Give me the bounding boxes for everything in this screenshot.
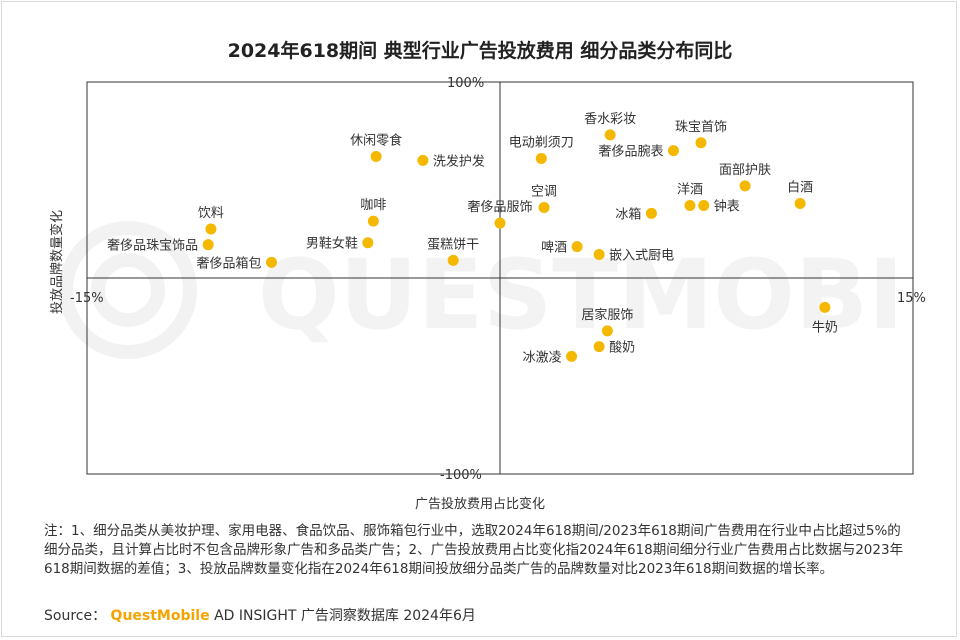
data-point <box>593 341 605 353</box>
data-point-label: 休闲零食 <box>350 132 402 148</box>
data-point <box>447 254 459 266</box>
data-point <box>566 350 578 362</box>
footnote: 注：1、细分品类从美妆护理、家用电器、食品饮品、服饰箱包行业中，选取2024年6… <box>44 523 904 577</box>
data-point-label: 白酒 <box>787 180 813 196</box>
data-point-label: 咖啡 <box>360 198 386 213</box>
x-min-label: -15% <box>70 291 104 306</box>
source-brand: QuestMobile <box>110 608 210 624</box>
data-point <box>535 152 547 164</box>
data-point-label: 酸奶 <box>609 341 635 356</box>
data-point <box>265 256 277 268</box>
data-point <box>819 301 831 313</box>
data-point <box>367 215 379 227</box>
data-point-label: 空调 <box>531 184 557 199</box>
data-point-label: 电动剃须刀 <box>509 135 574 150</box>
data-point-label: 奢侈品珠宝饰品 <box>107 239 198 254</box>
data-point <box>698 199 710 211</box>
data-point-label: 珠宝首饰 <box>675 120 727 135</box>
data-point <box>593 248 605 260</box>
y-axis-title: 投放品牌数量变化 <box>49 210 65 314</box>
y-min-label: -100% <box>440 468 482 483</box>
data-point-label: 面部护肤 <box>719 163 771 178</box>
data-point-label: 冰激凌 <box>523 350 562 365</box>
data-point <box>739 180 751 192</box>
data-point <box>695 137 707 149</box>
data-point-label: 蛋糕饼干 <box>427 237 479 252</box>
data-point <box>604 129 616 141</box>
data-point-label: 洋酒 <box>677 182 703 197</box>
source-rest: AD INSIGHT 广告洞察数据库 2024年6月 <box>214 608 476 624</box>
source-line: Source： QuestMobile AD INSIGHT 广告洞察数据库 2… <box>44 605 476 625</box>
data-point <box>601 325 613 337</box>
data-point <box>202 239 214 251</box>
data-point <box>571 241 583 253</box>
data-point <box>494 217 506 229</box>
chart-title: 2024年618期间 典型行业广告投放费用 细分品类分布同比 <box>227 40 733 62</box>
data-point <box>684 199 696 211</box>
data-point-label: 奢侈品服饰 <box>467 200 532 215</box>
data-point <box>645 207 657 219</box>
data-point-label: 居家服饰 <box>581 307 633 323</box>
data-point-label: 男鞋女鞋 <box>306 236 358 252</box>
data-point-label: 冰箱 <box>615 206 641 222</box>
data-point-label: 香水彩妆 <box>584 112 636 127</box>
data-point <box>667 145 679 157</box>
data-point-label: 嵌入式厨电 <box>609 248 674 263</box>
data-point-label: 奢侈品腕表 <box>598 144 663 160</box>
x-max-label: 15% <box>897 291 926 306</box>
source-prefix: Source： <box>44 608 107 624</box>
data-point <box>362 237 374 249</box>
data-point <box>417 154 429 166</box>
data-point-label: 钟表 <box>714 198 740 214</box>
data-point-label: 奢侈品箱包 <box>196 255 261 271</box>
y-max-label: 100% <box>447 76 484 91</box>
data-point-label: 啤酒 <box>541 241 567 256</box>
data-point-label: 洗发护发 <box>433 153 485 169</box>
data-point <box>538 201 550 213</box>
data-point-label: 牛奶 <box>812 320 838 335</box>
data-point <box>205 223 217 235</box>
data-point-label: 饮料 <box>198 206 224 221</box>
data-point <box>370 150 382 162</box>
data-point <box>794 198 806 210</box>
x-axis-title: 广告投放费用占比变化 <box>415 496 545 512</box>
